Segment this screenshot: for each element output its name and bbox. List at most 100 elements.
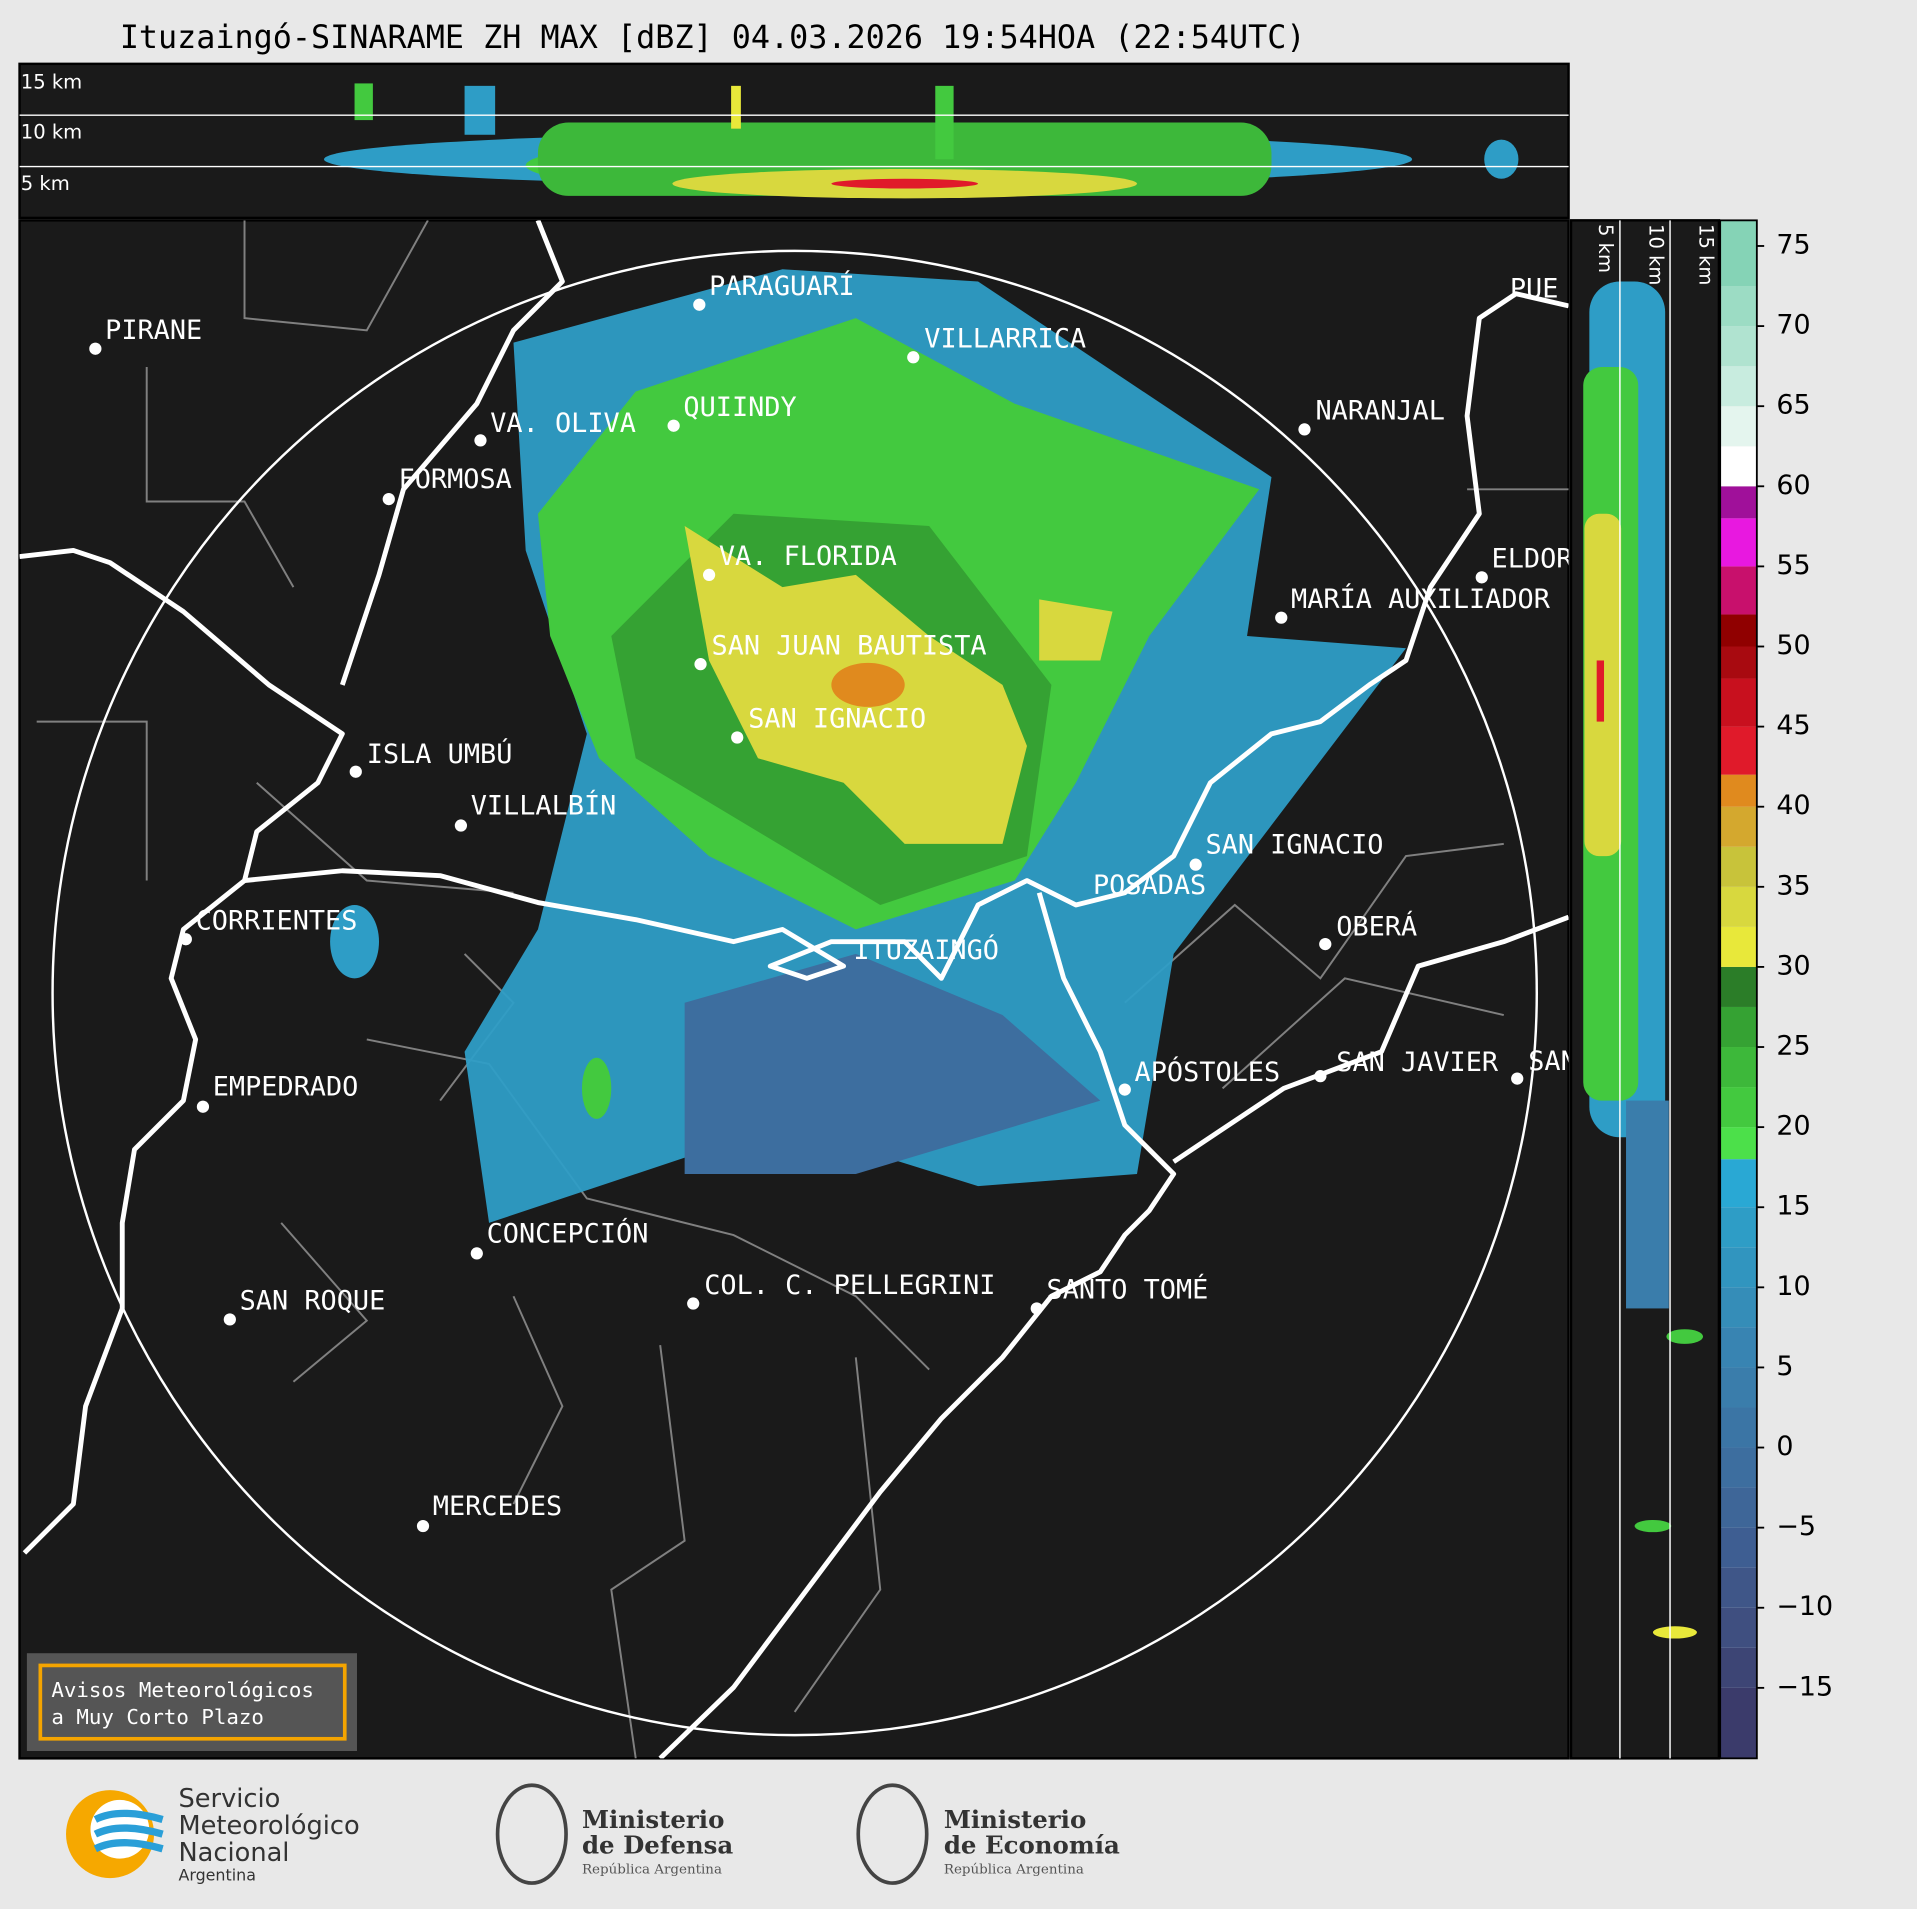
logo-text: Nacional xyxy=(178,1838,289,1868)
height-label: 15 km xyxy=(21,70,82,93)
colorbar-bin xyxy=(1720,1567,1757,1608)
logo-text: de Defensa xyxy=(582,1831,733,1860)
place-dot xyxy=(1030,1302,1043,1315)
place-label: PIRANE xyxy=(105,315,202,346)
colorbar-bin xyxy=(1720,1006,1757,1048)
height-label: 5 km xyxy=(21,172,70,195)
warning-box xyxy=(26,1653,357,1752)
place-dot xyxy=(1275,611,1288,624)
place-label: MARÍA AUXILIADOR xyxy=(1291,583,1551,615)
colorbar-bin xyxy=(1720,1087,1757,1128)
side-section: 5 km 10 km 15 km xyxy=(1569,219,1721,1760)
place-label: OBERÁ xyxy=(1336,911,1417,943)
colorbar-bin xyxy=(1720,1367,1757,1408)
warning-text: a Muy Corto Plazo xyxy=(51,1705,264,1729)
place-dot xyxy=(907,351,920,364)
colorbar-tick-label: −15 xyxy=(1776,1671,1833,1702)
place-dot xyxy=(687,1297,700,1310)
top-section xyxy=(18,62,1570,220)
place-dot xyxy=(1511,1072,1524,1085)
logo-text: República Argentina xyxy=(944,1862,1084,1877)
colorbar-tick-label: 5 xyxy=(1776,1351,1793,1382)
place-label: SAN JAVIER xyxy=(1336,1047,1499,1078)
colorbar-bin xyxy=(1720,678,1757,727)
colorbar-bin xyxy=(1720,646,1757,679)
place-label: SAN JUAN BAUTISTA xyxy=(712,630,987,661)
place-dot xyxy=(454,819,468,832)
colorbar-tick-label: 20 xyxy=(1776,1111,1810,1142)
colorbar-bin xyxy=(1720,1287,1757,1328)
height-label: 5 km xyxy=(1594,224,1617,273)
place-label: SAN IGNACIO xyxy=(1205,830,1383,861)
colorbar-tick-label: 15 xyxy=(1776,1191,1810,1222)
colorbar-bin xyxy=(1720,1159,1757,1208)
colorbar-bin xyxy=(1720,1487,1757,1528)
colorbar-bin xyxy=(1720,614,1757,647)
place-dot xyxy=(1314,1070,1327,1083)
colorbar-bin xyxy=(1720,486,1757,519)
colorbar-tick-label: 65 xyxy=(1776,390,1810,421)
place-label: NARANJAL xyxy=(1315,396,1444,427)
colorbar-bin xyxy=(1720,1647,1757,1688)
colorbar-bin xyxy=(1720,518,1757,567)
place-dot xyxy=(1475,571,1488,584)
place-label: SAN xyxy=(1528,1046,1577,1077)
place-label: VILLARRICA xyxy=(924,323,1086,354)
place-label: ELDOR xyxy=(1492,544,1574,575)
place-label: SANTO TOMÉ xyxy=(1047,1274,1209,1306)
colorbar-tick-label: 55 xyxy=(1776,550,1810,581)
colorbar-bin xyxy=(1720,1207,1757,1248)
height-label: 10 km xyxy=(1644,224,1667,285)
colorbar-tick-label: 75 xyxy=(1776,229,1810,260)
place-dot xyxy=(179,933,192,946)
colorbar-bin xyxy=(1720,220,1757,287)
place-label: ITUZAINGÓ xyxy=(853,934,999,966)
colorbar-tick-label: 30 xyxy=(1776,950,1810,981)
logo-text: República Argentina xyxy=(582,1862,722,1877)
place-label: FORMOSA xyxy=(399,464,512,495)
place-dot xyxy=(667,419,680,432)
place-dot xyxy=(693,298,706,311)
place-dot xyxy=(382,492,395,506)
colorbar-bin xyxy=(1720,966,1757,1007)
colorbar-bin xyxy=(1720,774,1757,807)
place-dot xyxy=(89,342,102,355)
place-label: CONCEPCIÓN xyxy=(487,1217,649,1249)
logo-text: Ministerio xyxy=(944,1805,1086,1834)
colorbar-bin xyxy=(1720,406,1757,447)
place-label: MERCEDES xyxy=(433,1491,562,1522)
map: PARAGUARÍ PIRANE VILLARRICA VA. OLIVA QUIIND… xyxy=(18,219,1577,1760)
place-dot xyxy=(702,568,716,582)
colorbar-bin xyxy=(1720,1687,1757,1759)
place-dot xyxy=(1319,937,1332,951)
logos: Servicio Meteorológico Nacional Argentin… xyxy=(66,1783,1120,1885)
colorbar-bin xyxy=(1720,1127,1757,1160)
colorbar-tick-label: 35 xyxy=(1776,870,1810,901)
place-dot xyxy=(474,434,487,447)
colorbar-bin xyxy=(1720,1607,1757,1648)
colorbar-tick-label: 10 xyxy=(1776,1271,1810,1302)
place-label: SAN ROQUE xyxy=(240,1286,386,1317)
place-dot xyxy=(1118,1083,1131,1096)
colorbar-bin xyxy=(1720,726,1757,775)
height-label: 15 km xyxy=(1694,224,1717,285)
colorbar-bin xyxy=(1720,1327,1757,1368)
logo-text: Servicio xyxy=(178,1784,280,1814)
colorbar-bin xyxy=(1720,566,1757,615)
place-dot xyxy=(731,731,744,744)
place-label: VA. FLORIDA xyxy=(719,541,897,572)
place-dot xyxy=(416,1519,430,1533)
colorbar-tick-label: 60 xyxy=(1776,470,1810,501)
colorbar-tick-label: 70 xyxy=(1776,310,1810,341)
colorbar-bin xyxy=(1720,1247,1757,1288)
place-label: COL. C. PELLEGRINI xyxy=(704,1270,995,1301)
colorbar-bin xyxy=(1720,846,1757,887)
colorbar-tick-label: 45 xyxy=(1776,710,1810,741)
colorbar-bin xyxy=(1720,806,1757,847)
warning-text: Avisos Meteorológicos xyxy=(51,1678,314,1702)
place-dot xyxy=(223,1313,236,1326)
place-label: PARAGUARÍ xyxy=(709,270,855,302)
